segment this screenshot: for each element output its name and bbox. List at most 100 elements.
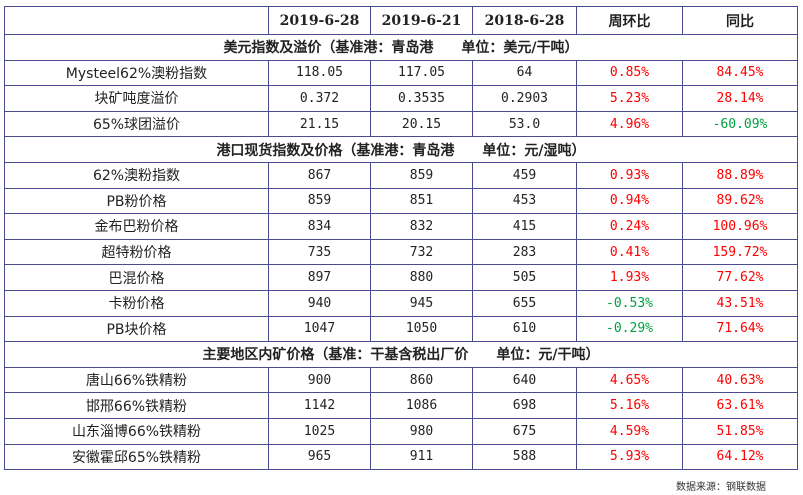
value-2019-6-21: 859 bbox=[370, 161, 473, 189]
item-name: 金布巴粉价格 bbox=[4, 213, 269, 240]
header-cell: 2019-6-21 bbox=[370, 6, 473, 35]
value-2019-6-21: 945 bbox=[370, 289, 473, 317]
table-row: 唐山66%铁精粉 900 860 640 4.65% 40.63% bbox=[4, 366, 798, 394]
week-on-week: 0.94% bbox=[576, 187, 683, 215]
header-row: 2019-6-28 2019-6-21 2018-6-28 周环比 同比 bbox=[4, 6, 798, 35]
value-2019-6-21: 1086 bbox=[370, 392, 473, 419]
week-on-week: 5.93% bbox=[576, 443, 683, 471]
value-2019-6-21: 860 bbox=[370, 366, 473, 394]
week-on-week: 0.85% bbox=[576, 59, 683, 87]
table-row: PB块价格 1047 1050 610 -0.29% 71.64% bbox=[4, 315, 798, 343]
year-on-year: 84.45% bbox=[682, 59, 798, 87]
year-on-year: 64.12% bbox=[682, 443, 798, 471]
item-name: 安徽霍邱65%铁精粉 bbox=[4, 443, 269, 471]
value-2019-6-28: 1047 bbox=[268, 315, 371, 343]
table-row: 安徽霍邱65%铁精粉 965 911 588 5.93% 64.12% bbox=[4, 443, 798, 471]
value-2018-6-28: 640 bbox=[472, 366, 577, 394]
value-2019-6-21: 880 bbox=[370, 264, 473, 291]
value-2019-6-28: 21.15 bbox=[268, 110, 371, 138]
table-row: 超特粉价格 735 732 283 0.41% 159.72% bbox=[4, 238, 798, 266]
year-on-year: 77.62% bbox=[682, 264, 798, 291]
table-row: 62%澳粉指数 867 859 459 0.93% 88.89% bbox=[4, 161, 798, 189]
year-on-year: 63.61% bbox=[682, 392, 798, 419]
year-on-year: 159.72% bbox=[682, 238, 798, 266]
data-source: 数据来源：钢联数据 bbox=[676, 482, 766, 493]
value-2018-6-28: 675 bbox=[472, 417, 577, 445]
week-on-week: -0.53% bbox=[576, 289, 683, 317]
value-2019-6-28: 867 bbox=[268, 161, 371, 189]
value-2018-6-28: 459 bbox=[472, 161, 577, 189]
value-2019-6-28: 859 bbox=[268, 187, 371, 215]
value-2019-6-21: 20.15 bbox=[370, 110, 473, 138]
table-row: 块矿吨度溢价 0.372 0.3535 0.2903 5.23% 28.14% bbox=[4, 85, 798, 112]
year-on-year: 51.85% bbox=[682, 417, 798, 445]
week-on-week: 1.93% bbox=[576, 264, 683, 291]
value-2019-6-28: 897 bbox=[268, 264, 371, 291]
value-2018-6-28: 453 bbox=[472, 187, 577, 215]
year-on-year: 43.51% bbox=[682, 289, 798, 317]
week-on-week: 4.59% bbox=[576, 417, 683, 445]
week-on-week: 0.93% bbox=[576, 161, 683, 189]
value-2018-6-28: 64 bbox=[472, 59, 577, 87]
section-title: 主要地区内矿价格（基准：干基含税出厂价 单位：元/干吨） bbox=[4, 341, 798, 368]
value-2019-6-28: 0.372 bbox=[268, 85, 371, 112]
value-2019-6-28: 940 bbox=[268, 289, 371, 317]
header-cell bbox=[4, 6, 269, 35]
value-2019-6-28: 1142 bbox=[268, 392, 371, 419]
item-name: 邯邢66%铁精粉 bbox=[4, 392, 269, 419]
week-on-week: 4.65% bbox=[576, 366, 683, 394]
item-name: 卡粉价格 bbox=[4, 289, 269, 317]
year-on-year: 71.64% bbox=[682, 315, 798, 343]
year-on-year: 88.89% bbox=[682, 161, 798, 189]
value-2019-6-21: 980 bbox=[370, 417, 473, 445]
week-on-week: 0.24% bbox=[576, 213, 683, 240]
header-cell: 2018-6-28 bbox=[472, 6, 577, 35]
iron-ore-price-table: 2019-6-28 2019-6-21 2018-6-28 周环比 同比 美元指数及溢价（… bbox=[4, 6, 798, 471]
section-title-row: 美元指数及溢价（基准港：青岛港 单位：美元/干吨） bbox=[4, 34, 798, 61]
section-title-row: 港口现货指数及价格（基准港：青岛港 单位：元/湿吨） bbox=[4, 136, 798, 163]
table-row: 邯邢66%铁精粉 1142 1086 698 5.16% 63.61% bbox=[4, 392, 798, 419]
item-name: PB块价格 bbox=[4, 315, 269, 343]
table-row: 金布巴粉价格 834 832 415 0.24% 100.96% bbox=[4, 213, 798, 240]
table-row: 山东淄博66%铁精粉 1025 980 675 4.59% 51.85% bbox=[4, 417, 798, 445]
value-2019-6-21: 117.05 bbox=[370, 59, 473, 87]
value-2019-6-21: 1050 bbox=[370, 315, 473, 343]
table-row: Mysteel62%澳粉指数 118.05 117.05 64 0.85% 84.45% bbox=[4, 59, 798, 87]
value-2018-6-28: 698 bbox=[472, 392, 577, 419]
item-name: 唐山66%铁精粉 bbox=[4, 366, 269, 394]
value-2019-6-28: 735 bbox=[268, 238, 371, 266]
value-2018-6-28: 588 bbox=[472, 443, 577, 471]
value-2018-6-28: 283 bbox=[472, 238, 577, 266]
value-2018-6-28: 0.2903 bbox=[472, 85, 577, 112]
year-on-year: -60.09% bbox=[682, 110, 798, 138]
week-on-week: 0.41% bbox=[576, 238, 683, 266]
value-2018-6-28: 415 bbox=[472, 213, 577, 240]
header-cell: 周环比 bbox=[576, 6, 683, 35]
header-cell: 同比 bbox=[682, 6, 798, 35]
table-row: PB粉价格 859 851 453 0.94% 89.62% bbox=[4, 187, 798, 215]
value-2019-6-28: 900 bbox=[268, 366, 371, 394]
value-2018-6-28: 53.0 bbox=[472, 110, 577, 138]
item-name: Mysteel62%澳粉指数 bbox=[4, 59, 269, 87]
value-2019-6-21: 732 bbox=[370, 238, 473, 266]
week-on-week: 5.16% bbox=[576, 392, 683, 419]
item-name: 超特粉价格 bbox=[4, 238, 269, 266]
value-2019-6-21: 0.3535 bbox=[370, 85, 473, 112]
year-on-year: 40.63% bbox=[682, 366, 798, 394]
section-title: 美元指数及溢价（基准港：青岛港 单位：美元/干吨） bbox=[4, 34, 798, 61]
value-2019-6-28: 834 bbox=[268, 213, 371, 240]
value-2018-6-28: 655 bbox=[472, 289, 577, 317]
year-on-year: 100.96% bbox=[682, 213, 798, 240]
week-on-week: 4.96% bbox=[576, 110, 683, 138]
value-2019-6-28: 1025 bbox=[268, 417, 371, 445]
value-2019-6-28: 965 bbox=[268, 443, 371, 471]
value-2018-6-28: 505 bbox=[472, 264, 577, 291]
value-2019-6-21: 832 bbox=[370, 213, 473, 240]
value-2019-6-21: 911 bbox=[370, 443, 473, 471]
week-on-week: -0.29% bbox=[576, 315, 683, 343]
item-name: 山东淄博66%铁精粉 bbox=[4, 417, 269, 445]
item-name: 巴混价格 bbox=[4, 264, 269, 291]
item-name: PB粉价格 bbox=[4, 187, 269, 215]
header-cell: 2019-6-28 bbox=[268, 6, 371, 35]
item-name: 62%澳粉指数 bbox=[4, 161, 269, 189]
